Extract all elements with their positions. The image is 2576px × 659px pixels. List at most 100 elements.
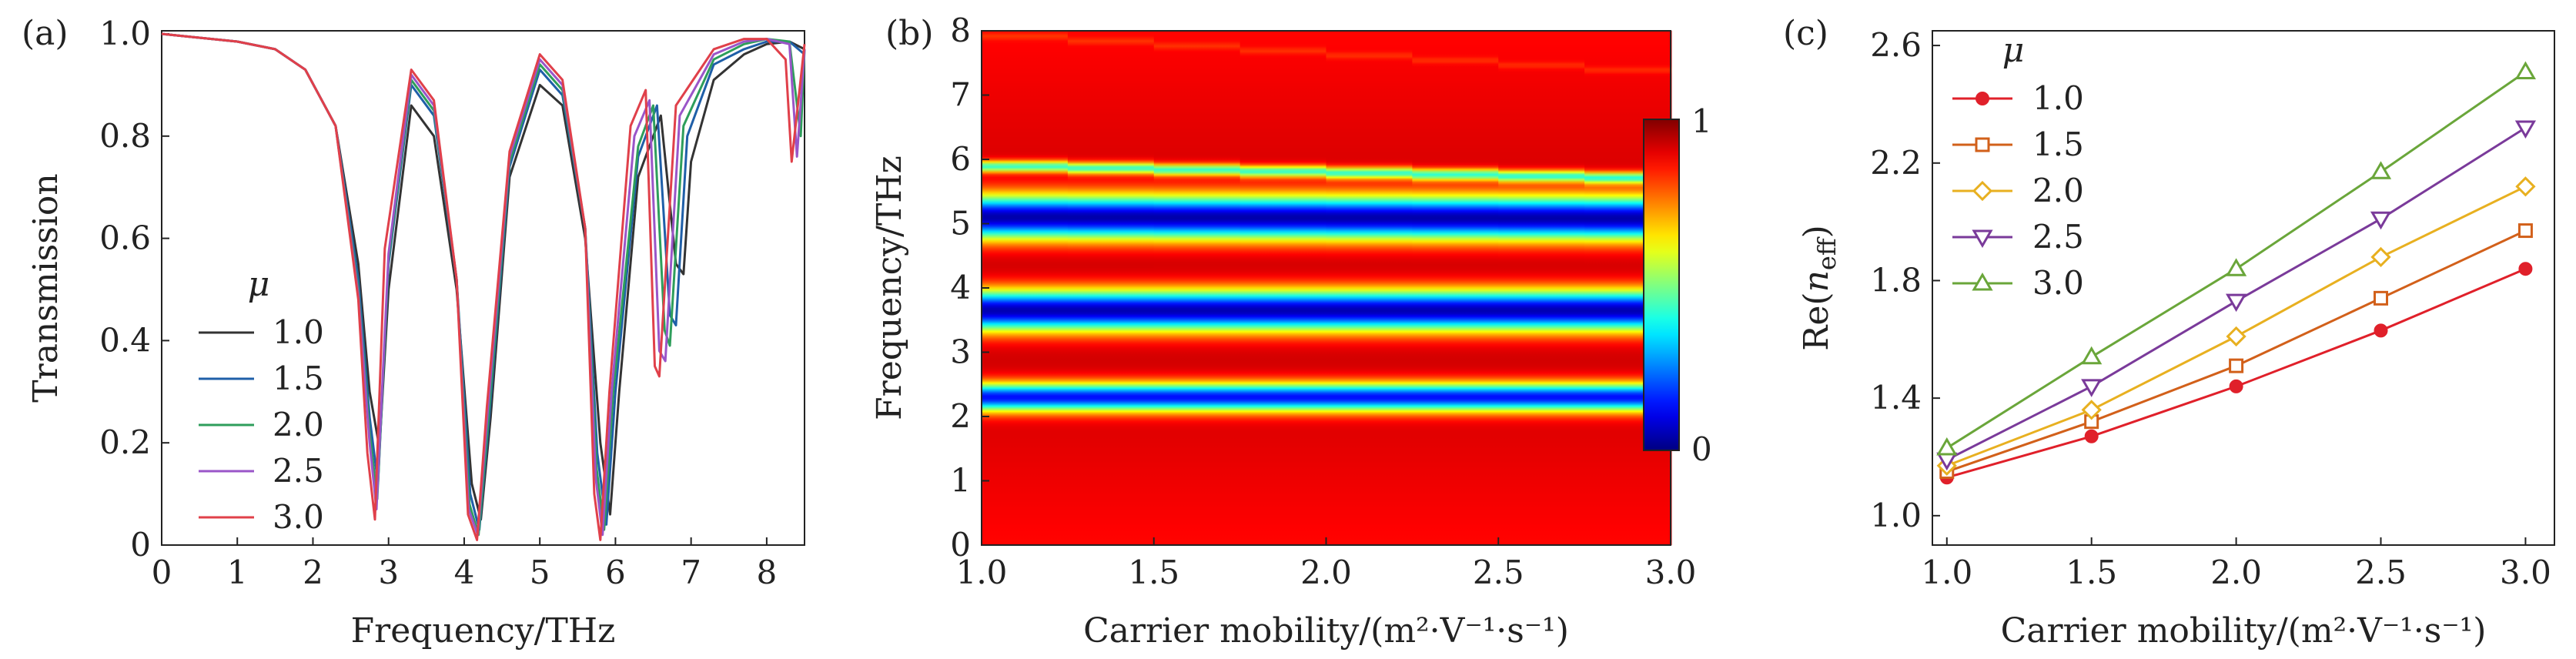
b-x-axis-label: Carrier mobility/(m²·V⁻¹·s⁻¹) xyxy=(1083,611,1569,651)
b-y-tick-label: 5 xyxy=(950,205,971,243)
a-legend-label-1.0: 1.0 xyxy=(273,313,324,351)
a-y-tick-label: 0.4 xyxy=(99,321,151,359)
c-data-point-1.0 xyxy=(2084,429,2099,443)
a-legend-label-2.5: 2.5 xyxy=(273,452,324,490)
c-data-point-2.5 xyxy=(2081,379,2103,397)
colorbar-max-label: 1 xyxy=(1691,102,1712,140)
a-y-tick-label: 0.2 xyxy=(99,423,151,461)
c-data-point-2.0 xyxy=(2370,246,2391,268)
a-legend-label-2.0: 2.0 xyxy=(273,406,324,443)
b-y-tick-label: 7 xyxy=(950,76,971,114)
b-y-tick-label: 0 xyxy=(950,526,971,564)
colorbar-min-label: 0 xyxy=(1691,430,1712,468)
b-x-tick-label: 2.0 xyxy=(1300,554,1352,591)
c-x-axis-label: Carrier mobility/(m²·V⁻¹·s⁻¹) xyxy=(2001,611,2487,651)
a-plot-frame xyxy=(161,30,805,546)
c-data-point-2.5 xyxy=(2514,120,2537,139)
b-y-tick-label: 1 xyxy=(950,462,971,500)
a-y-tick-label: 0.8 xyxy=(99,117,151,155)
a-x-tick-label: 8 xyxy=(757,554,778,591)
c-legend-label-1.0: 1.0 xyxy=(2032,79,2084,117)
colorbar-gradient xyxy=(1643,119,1680,451)
b-y-axis-label: Frequency/THz xyxy=(870,156,909,420)
c-data-point-3.0 xyxy=(2226,258,2247,276)
b-heatmap-column xyxy=(1498,31,1586,545)
c-y-tick-label: 1.8 xyxy=(1870,261,1922,299)
a-x-tick-label: 0 xyxy=(152,554,172,591)
c-y-tick-label: 1.4 xyxy=(1870,379,1922,416)
a-y-tick-label: 0 xyxy=(130,526,151,564)
panel-tag-b: (b) xyxy=(885,14,934,53)
a-x-tick-label: 6 xyxy=(605,554,626,591)
panel-tag-a: (a) xyxy=(22,14,69,53)
c-data-point-3.0 xyxy=(2370,161,2392,179)
c-legend-marker-1.0 xyxy=(1975,92,1989,105)
c-data-point-1.5 xyxy=(2229,358,2244,373)
c-legend-marker-3.0 xyxy=(1972,273,1993,291)
transmission-spectrum-chart: (a) 0 1 2 3 4 5 6 7 8 0 0.2 0.4 0.6 0.8 1.0 Frequency/TH… xyxy=(22,14,806,651)
c-legend-marker-2.5 xyxy=(1972,229,1993,248)
c-data-point-1.5 xyxy=(2374,290,2389,306)
a-x-tick-label: 3 xyxy=(378,554,399,591)
c-y-tick-label: 1.0 xyxy=(1870,497,1922,534)
c-legend-label-2.5: 2.5 xyxy=(2032,218,2084,256)
a-series-line-3.0 xyxy=(161,32,806,541)
b-heatmap-column xyxy=(1239,31,1327,545)
c-x-tick-label: 2.0 xyxy=(2210,554,2262,591)
c-y-axis-label: Re(neff) xyxy=(1797,225,1842,351)
c-x-tick-label: 1.0 xyxy=(1921,554,1972,591)
colorbar: 10 xyxy=(1643,102,1712,468)
a-x-tick-label: 7 xyxy=(681,554,701,591)
a-x-tick-label: 4 xyxy=(454,554,475,591)
b-y-tick-label: 8 xyxy=(950,12,971,49)
a-x-axis-label: Frequency/THz xyxy=(351,611,616,651)
c-data-point-2.5 xyxy=(2226,293,2247,313)
b-heatmap-column xyxy=(1067,31,1156,545)
a-legend-title: μ xyxy=(248,265,270,304)
panel-tag-c: (c) xyxy=(1783,14,1828,53)
a-y-tick-label: 1.0 xyxy=(99,15,151,52)
c-plot-frame xyxy=(1932,30,2555,546)
a-x-tick-label: 2 xyxy=(303,554,323,591)
a-x-tick-label: 1 xyxy=(227,554,248,591)
c-legend-title: μ xyxy=(2002,31,2025,70)
a-x-tick-label: 5 xyxy=(530,554,550,591)
a-legend-label-3.0: 3.0 xyxy=(273,498,324,536)
b-x-tick-label: 1.0 xyxy=(956,554,1008,591)
c-legend-marker-1.5 xyxy=(1975,137,1990,152)
c-data-point-2.0 xyxy=(2081,400,2102,420)
b-x-tick-label: 1.5 xyxy=(1128,554,1179,591)
c-x-tick-label: 2.5 xyxy=(2355,554,2407,591)
c-data-point-3.0 xyxy=(1936,437,1958,456)
b-y-tick-label: 3 xyxy=(950,333,971,371)
c-data-point-1.0 xyxy=(2374,323,2388,338)
b-heatmap-column xyxy=(1153,31,1242,545)
b-heatmap-column xyxy=(1326,31,1413,545)
c-x-tick-label: 1.5 xyxy=(2066,554,2117,591)
effective-index-chart: (c) 1.0 1.5 2.0 2.5 3.0 1.0 1.4 1.8 2.2 2.6 Carrier… xyxy=(1783,14,2555,651)
c-legend-marker-2.0 xyxy=(1972,180,1993,202)
a-legend-label-1.5: 1.5 xyxy=(273,360,324,397)
c-legend-label-1.5: 1.5 xyxy=(2032,125,2084,163)
c-y-tick-label: 2.2 xyxy=(1870,144,1922,182)
c-data-point-3.0 xyxy=(2514,61,2537,79)
c-data-point-3.0 xyxy=(2081,346,2103,365)
b-heatmap-column xyxy=(1412,31,1500,545)
b-x-tick-label: 2.5 xyxy=(1473,554,1524,591)
c-y-tick-label: 2.6 xyxy=(1870,26,1922,64)
b-x-tick-label: 3.0 xyxy=(1645,554,1697,591)
c-data-point-2.5 xyxy=(2370,211,2392,230)
a-series-line-1.0 xyxy=(161,32,805,521)
a-y-tick-label: 0.6 xyxy=(99,219,151,257)
mobility-frequency-heatmap: (b) 1.0 1.5 2.0 2.5 3.0 0 1 2 3 4 5 6 7 8 Carrier mobil… xyxy=(870,12,1697,651)
c-data-point-1.0 xyxy=(2229,379,2243,393)
c-data-point-1.5 xyxy=(2517,223,2533,239)
c-data-point-1.0 xyxy=(2518,262,2533,276)
c-legend-label-3.0: 3.0 xyxy=(2032,264,2084,302)
b-heatmap-column xyxy=(982,31,1069,545)
b-y-tick-label: 4 xyxy=(950,269,971,306)
c-x-tick-label: 3.0 xyxy=(2500,554,2551,591)
b-y-tick-label: 2 xyxy=(950,397,971,435)
c-legend-label-2.0: 2.0 xyxy=(2032,172,2084,209)
